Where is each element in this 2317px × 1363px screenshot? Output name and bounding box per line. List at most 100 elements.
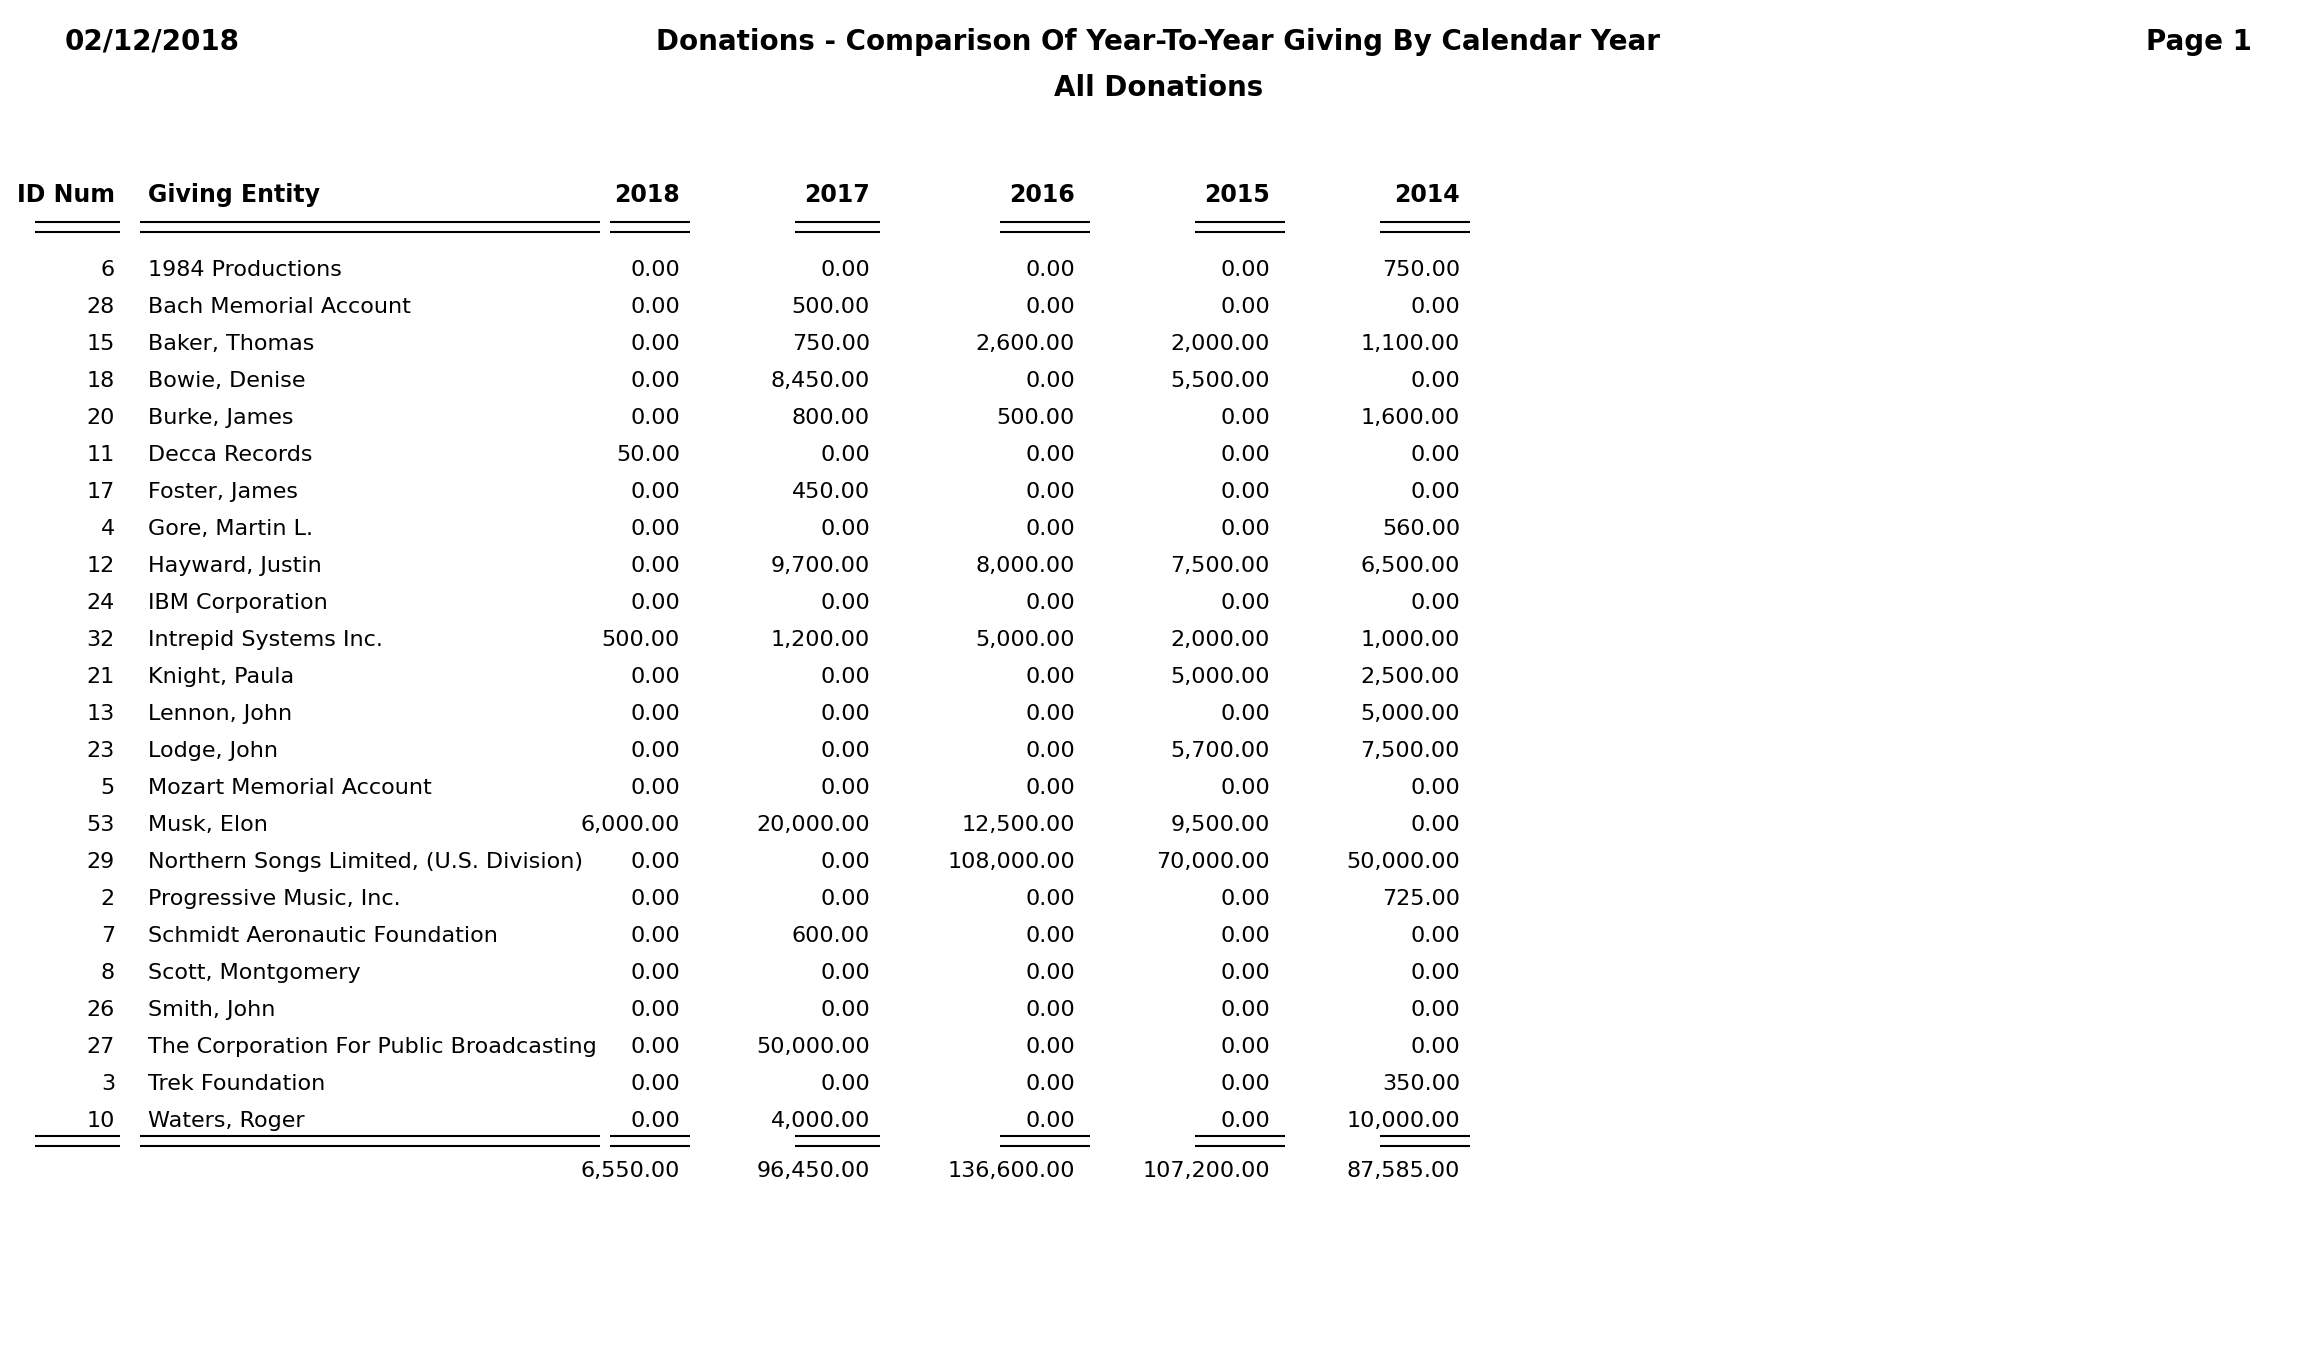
Text: 96,450.00: 96,450.00 (758, 1161, 869, 1180)
Text: The Corporation For Public Broadcasting: The Corporation For Public Broadcasting (148, 1037, 598, 1056)
Text: 0.00: 0.00 (630, 519, 679, 538)
Text: Lodge, John: Lodge, John (148, 741, 278, 761)
Text: 0.00: 0.00 (1411, 297, 1460, 318)
Text: 0.00: 0.00 (630, 260, 679, 279)
Text: 0.00: 0.00 (1024, 1111, 1075, 1131)
Text: 0.00: 0.00 (1221, 778, 1270, 797)
Text: 0.00: 0.00 (1221, 593, 1270, 613)
Text: 1984 Productions: 1984 Productions (148, 260, 343, 279)
Text: 0.00: 0.00 (1024, 297, 1075, 318)
Text: Burke, James: Burke, James (148, 408, 294, 428)
Text: 560.00: 560.00 (1381, 519, 1460, 538)
Text: Page 1: Page 1 (2146, 29, 2252, 56)
Text: 50,000.00: 50,000.00 (1346, 852, 1460, 872)
Text: 28: 28 (86, 297, 116, 318)
Text: 2,000.00: 2,000.00 (1170, 630, 1270, 650)
Text: 0.00: 0.00 (1221, 260, 1270, 279)
Text: 0.00: 0.00 (1411, 1000, 1460, 1020)
Text: 0.00: 0.00 (1024, 260, 1075, 279)
Text: 27: 27 (86, 1037, 116, 1056)
Text: 10: 10 (86, 1111, 116, 1131)
Text: 8: 8 (102, 964, 116, 983)
Text: 10,000.00: 10,000.00 (1346, 1111, 1460, 1131)
Text: 0.00: 0.00 (630, 1111, 679, 1131)
Text: 0.00: 0.00 (1411, 371, 1460, 391)
Text: 2016: 2016 (1010, 183, 1075, 207)
Text: 5,700.00: 5,700.00 (1170, 741, 1270, 761)
Text: 0.00: 0.00 (630, 483, 679, 502)
Text: Trek Foundation: Trek Foundation (148, 1074, 324, 1094)
Text: 0.00: 0.00 (1221, 925, 1270, 946)
Text: 0.00: 0.00 (1411, 925, 1460, 946)
Text: 107,200.00: 107,200.00 (1142, 1161, 1270, 1180)
Text: Northern Songs Limited, (U.S. Division): Northern Songs Limited, (U.S. Division) (148, 852, 584, 872)
Text: 0.00: 0.00 (630, 556, 679, 577)
Text: 0.00: 0.00 (630, 778, 679, 797)
Text: 12: 12 (86, 556, 116, 577)
Text: 24: 24 (86, 593, 116, 613)
Text: 1,600.00: 1,600.00 (1360, 408, 1460, 428)
Text: 20,000.00: 20,000.00 (755, 815, 869, 836)
Text: Scott, Montgomery: Scott, Montgomery (148, 964, 361, 983)
Text: 6,000.00: 6,000.00 (582, 815, 679, 836)
Text: 0.00: 0.00 (820, 519, 869, 538)
Text: 13: 13 (86, 705, 116, 724)
Text: 0.00: 0.00 (1024, 778, 1075, 797)
Text: 0.00: 0.00 (820, 444, 869, 465)
Text: 0.00: 0.00 (1024, 741, 1075, 761)
Text: 450.00: 450.00 (792, 483, 869, 502)
Text: 0.00: 0.00 (1221, 408, 1270, 428)
Text: 0.00: 0.00 (820, 260, 869, 279)
Text: 2: 2 (102, 889, 116, 909)
Text: 11: 11 (86, 444, 116, 465)
Text: 0.00: 0.00 (630, 408, 679, 428)
Text: 1,200.00: 1,200.00 (772, 630, 869, 650)
Text: 17: 17 (86, 483, 116, 502)
Text: 15: 15 (86, 334, 116, 354)
Text: Musk, Elon: Musk, Elon (148, 815, 269, 836)
Text: 0.00: 0.00 (1411, 964, 1460, 983)
Text: 0.00: 0.00 (630, 593, 679, 613)
Text: 18: 18 (86, 371, 116, 391)
Text: 2017: 2017 (804, 183, 869, 207)
Text: 0.00: 0.00 (1411, 483, 1460, 502)
Text: 21: 21 (86, 667, 116, 687)
Text: 1,100.00: 1,100.00 (1360, 334, 1460, 354)
Text: 0.00: 0.00 (820, 1074, 869, 1094)
Text: 6,500.00: 6,500.00 (1360, 556, 1460, 577)
Text: 29: 29 (86, 852, 116, 872)
Text: 0.00: 0.00 (1221, 1074, 1270, 1094)
Text: All Donations: All Donations (1054, 74, 1263, 102)
Text: Lennon, John: Lennon, John (148, 705, 292, 724)
Text: 0.00: 0.00 (630, 1074, 679, 1094)
Text: 0.00: 0.00 (820, 778, 869, 797)
Text: 500.00: 500.00 (602, 630, 679, 650)
Text: 9,500.00: 9,500.00 (1170, 815, 1270, 836)
Text: 2,000.00: 2,000.00 (1170, 334, 1270, 354)
Text: Waters, Roger: Waters, Roger (148, 1111, 304, 1131)
Text: 0.00: 0.00 (1024, 483, 1075, 502)
Text: 23: 23 (86, 741, 116, 761)
Text: 87,585.00: 87,585.00 (1346, 1161, 1460, 1180)
Text: 0.00: 0.00 (820, 705, 869, 724)
Text: 725.00: 725.00 (1381, 889, 1460, 909)
Text: 0.00: 0.00 (630, 1000, 679, 1020)
Text: 0.00: 0.00 (820, 667, 869, 687)
Text: 500.00: 500.00 (996, 408, 1075, 428)
Text: 6: 6 (102, 260, 116, 279)
Text: 750.00: 750.00 (1381, 260, 1460, 279)
Text: 0.00: 0.00 (630, 741, 679, 761)
Text: 0.00: 0.00 (820, 593, 869, 613)
Text: 0.00: 0.00 (1221, 705, 1270, 724)
Text: 5,000.00: 5,000.00 (1360, 705, 1460, 724)
Text: 0.00: 0.00 (820, 889, 869, 909)
Text: 0.00: 0.00 (1024, 889, 1075, 909)
Text: 0.00: 0.00 (1024, 925, 1075, 946)
Text: 0.00: 0.00 (1411, 778, 1460, 797)
Text: 3: 3 (102, 1074, 116, 1094)
Text: 02/12/2018: 02/12/2018 (65, 29, 241, 56)
Text: 2015: 2015 (1205, 183, 1270, 207)
Text: 0.00: 0.00 (630, 334, 679, 354)
Text: 6,550.00: 6,550.00 (582, 1161, 679, 1180)
Text: 750.00: 750.00 (792, 334, 869, 354)
